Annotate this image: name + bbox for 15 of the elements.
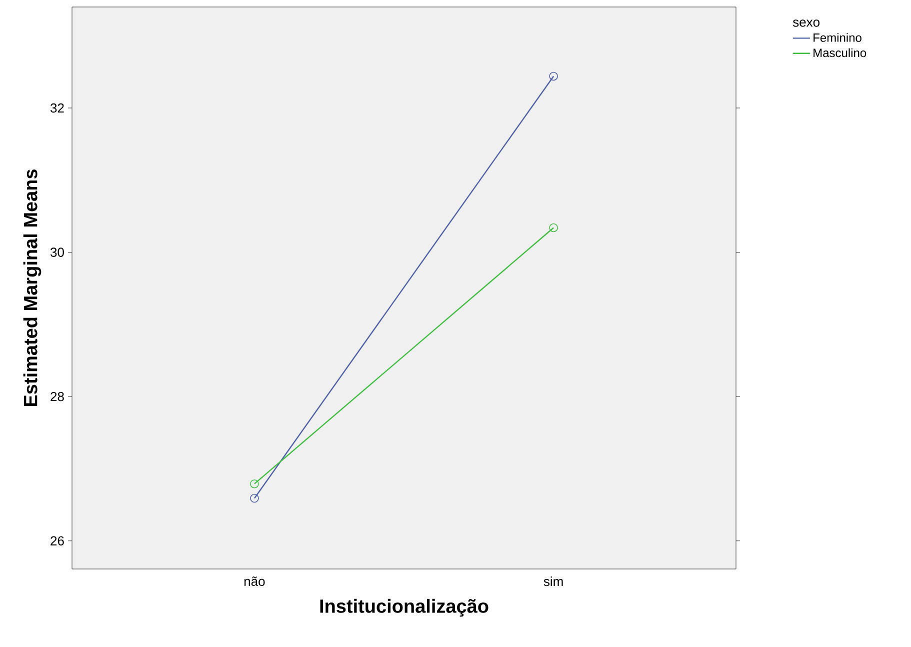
point	[549, 223, 558, 232]
x-tick-label: sim	[544, 576, 563, 586]
point	[250, 494, 259, 503]
legend-label: Feminino	[814, 33, 862, 42]
x-tick-label: não	[244, 576, 265, 586]
y-axis-title: Estimated Marginal Means	[23, 169, 42, 406]
legend-title: sexo	[792, 20, 820, 27]
x-axis-title: Institucionalização	[320, 598, 488, 617]
point	[250, 479, 259, 488]
legend-label: Masculino	[814, 48, 866, 58]
point	[549, 72, 558, 81]
y-tick-label: 26	[50, 536, 64, 546]
y-tick-label: 28	[50, 392, 64, 402]
y-tick-label: 32	[50, 103, 64, 113]
y-tick-label: 30	[50, 248, 64, 257]
